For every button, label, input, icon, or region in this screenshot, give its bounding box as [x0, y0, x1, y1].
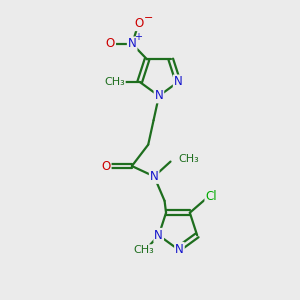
Text: CH₃: CH₃: [179, 154, 200, 164]
Text: N: N: [150, 170, 158, 183]
Text: N: N: [154, 229, 163, 242]
Text: CH₃: CH₃: [133, 245, 154, 255]
Text: N: N: [175, 243, 184, 256]
Text: O: O: [134, 17, 144, 30]
Text: Cl: Cl: [206, 190, 217, 203]
Text: O: O: [106, 38, 115, 50]
Text: N: N: [174, 75, 182, 88]
Text: N: N: [154, 89, 163, 102]
Text: +: +: [134, 32, 142, 42]
Text: CH₃: CH₃: [104, 77, 125, 87]
Text: N: N: [128, 38, 136, 50]
Text: −: −: [144, 13, 154, 23]
Text: O: O: [101, 160, 111, 172]
